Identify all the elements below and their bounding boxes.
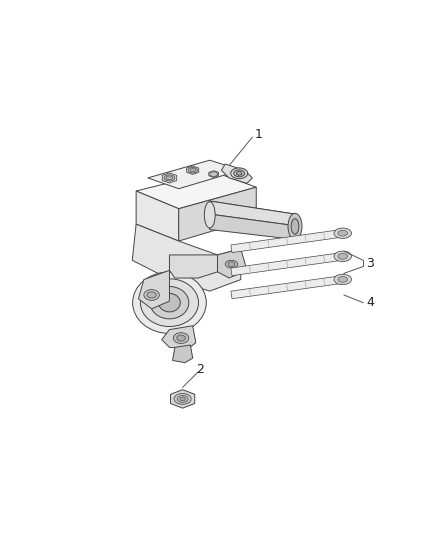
Polygon shape xyxy=(148,160,241,189)
Polygon shape xyxy=(210,201,295,225)
Polygon shape xyxy=(187,166,199,174)
Ellipse shape xyxy=(166,176,173,180)
Ellipse shape xyxy=(334,274,351,285)
Ellipse shape xyxy=(334,251,351,262)
Text: 1: 1 xyxy=(255,128,262,141)
Ellipse shape xyxy=(204,202,215,228)
Ellipse shape xyxy=(150,287,189,319)
Polygon shape xyxy=(170,255,218,278)
Polygon shape xyxy=(221,164,252,183)
Ellipse shape xyxy=(234,170,245,177)
Ellipse shape xyxy=(237,172,242,175)
Ellipse shape xyxy=(334,228,351,238)
Polygon shape xyxy=(218,249,247,278)
Ellipse shape xyxy=(190,168,195,172)
Ellipse shape xyxy=(177,395,188,402)
Polygon shape xyxy=(162,173,177,183)
Ellipse shape xyxy=(144,289,159,301)
Ellipse shape xyxy=(338,253,348,259)
Text: 3: 3 xyxy=(366,257,374,270)
Ellipse shape xyxy=(288,213,302,239)
Ellipse shape xyxy=(159,294,180,312)
Ellipse shape xyxy=(225,260,238,268)
Ellipse shape xyxy=(291,219,299,234)
Ellipse shape xyxy=(231,168,248,179)
Ellipse shape xyxy=(228,262,235,266)
Ellipse shape xyxy=(164,175,175,181)
Ellipse shape xyxy=(173,333,189,343)
Polygon shape xyxy=(132,224,241,291)
Polygon shape xyxy=(179,187,256,241)
Polygon shape xyxy=(138,270,170,309)
Ellipse shape xyxy=(338,277,348,282)
Text: 2: 2 xyxy=(197,363,205,376)
Ellipse shape xyxy=(147,292,156,298)
Ellipse shape xyxy=(180,397,185,401)
Polygon shape xyxy=(173,345,193,363)
Polygon shape xyxy=(209,171,219,177)
Polygon shape xyxy=(136,191,179,241)
Polygon shape xyxy=(231,229,343,253)
Polygon shape xyxy=(210,214,295,239)
Ellipse shape xyxy=(174,393,191,405)
Polygon shape xyxy=(136,172,256,209)
Polygon shape xyxy=(231,276,343,299)
Ellipse shape xyxy=(188,167,198,173)
Polygon shape xyxy=(231,253,343,276)
Ellipse shape xyxy=(133,272,206,334)
Polygon shape xyxy=(162,326,196,349)
Ellipse shape xyxy=(177,335,185,341)
Ellipse shape xyxy=(141,279,198,327)
Text: 4: 4 xyxy=(366,296,374,309)
Polygon shape xyxy=(170,390,195,408)
Ellipse shape xyxy=(338,230,348,236)
Ellipse shape xyxy=(210,172,218,176)
